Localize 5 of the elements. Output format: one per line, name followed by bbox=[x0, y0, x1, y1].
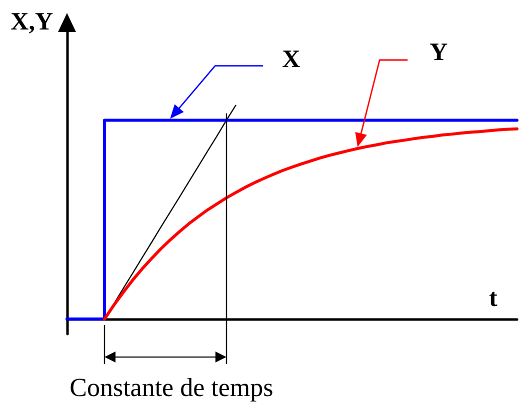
x-axis-title: t bbox=[489, 285, 498, 312]
series-label: X bbox=[282, 46, 300, 73]
text: Constante de temps bbox=[70, 373, 274, 402]
y-axis-title: X,Y bbox=[10, 8, 53, 36]
text: Y bbox=[430, 39, 448, 66]
